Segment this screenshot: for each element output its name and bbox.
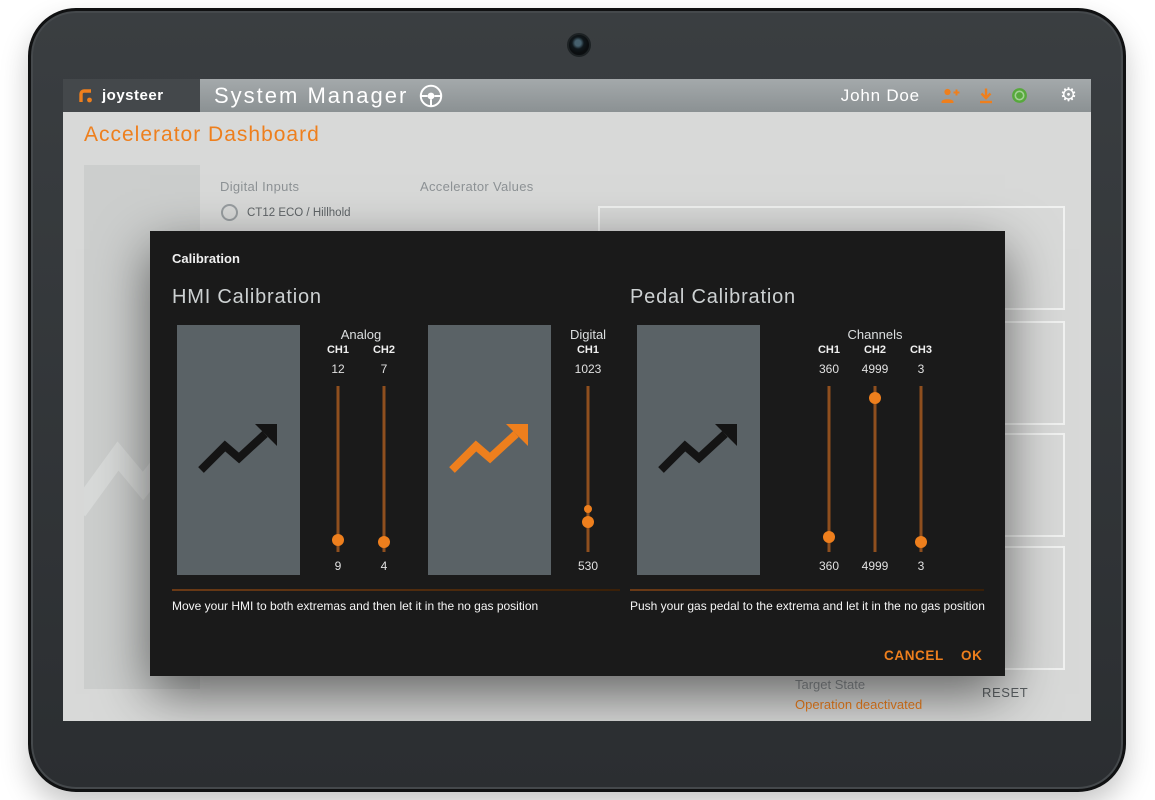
digital-inputs-label: Digital Inputs xyxy=(220,179,300,194)
digital-slider-group: Digital CH1 1023 530 xyxy=(565,327,611,573)
channel-name: CH2 xyxy=(863,344,886,356)
vertical-slider[interactable] xyxy=(361,386,407,552)
hmi-analog-panel xyxy=(177,325,300,575)
slider-track xyxy=(919,386,923,552)
digital-label: Digital xyxy=(569,327,607,342)
accelerator-values-label: Accelerator Values xyxy=(420,179,534,194)
reset-button[interactable]: RESET xyxy=(982,685,1029,700)
target-state-value: Operation deactivated xyxy=(795,697,923,712)
slider-dot xyxy=(584,504,592,513)
hmi-calibration-title: HMI Calibration xyxy=(172,286,322,308)
channel-min-value: 4999 xyxy=(861,559,889,573)
channel-name: CH2 xyxy=(372,344,395,356)
slider-handle[interactable] xyxy=(378,536,390,549)
hmi-section-divider xyxy=(172,589,620,591)
slider-track xyxy=(586,386,590,552)
analog-label: Analog xyxy=(340,327,382,342)
slider-handle[interactable] xyxy=(915,536,927,549)
gear-icon[interactable]: ⚙ xyxy=(1059,85,1077,106)
trend-up-icon xyxy=(448,424,528,473)
slider-track xyxy=(382,386,386,552)
pedal-ch3-column: CH3 3 3 xyxy=(898,343,944,573)
vertical-slider[interactable] xyxy=(806,386,852,552)
slider-track xyxy=(336,386,340,552)
channel-max-value: 12 xyxy=(331,362,345,376)
pedal-ch2-column: CH2 4999 4999 xyxy=(852,343,898,573)
digital-ch1-column: CH1 1023 530 xyxy=(565,343,611,573)
channel-min-value: 3 xyxy=(917,559,925,573)
vertical-slider[interactable] xyxy=(315,386,361,552)
download-icon[interactable] xyxy=(977,87,995,104)
channel-min-value: 9 xyxy=(334,559,342,573)
analog-ch1-column: CH1 12 9 xyxy=(315,343,361,573)
channel-name: CH1 xyxy=(326,344,349,356)
brand-area[interactable]: joysteer xyxy=(63,79,200,112)
analog-ch2-column: CH2 7 4 xyxy=(361,343,407,573)
channel-max-value: 1023 xyxy=(574,362,602,376)
joysteer-logo-icon xyxy=(79,88,92,102)
pedal-panel xyxy=(637,325,760,575)
radio-icon[interactable] xyxy=(221,204,238,221)
steering-wheel-icon xyxy=(420,84,443,107)
slider-track xyxy=(827,386,831,552)
connection-status-icon[interactable] xyxy=(1011,87,1028,104)
tablet-screen: joysteer System Manager John Doe xyxy=(63,79,1091,721)
trend-up-icon xyxy=(657,424,737,473)
trend-up-icon xyxy=(197,424,277,473)
channel-max-value: 4999 xyxy=(861,362,889,376)
channel-max-value: 3 xyxy=(917,362,925,376)
channel-min-value: 4 xyxy=(380,559,388,573)
vertical-slider[interactable] xyxy=(565,386,611,552)
pedal-slider-group: Channels CH1 360 360 CH2 49 xyxy=(806,327,944,573)
ok-button[interactable]: OK xyxy=(961,648,983,663)
target-state-label: Target State xyxy=(795,677,866,692)
pedal-section-divider xyxy=(630,589,984,591)
user-name: John Doe xyxy=(840,85,920,105)
channel-max-value: 7 xyxy=(380,362,388,376)
channel-name: CH1 xyxy=(817,344,840,356)
person-add-icon[interactable] xyxy=(940,87,961,104)
channel-name: CH3 xyxy=(909,344,932,356)
channel-min-value: 530 xyxy=(577,559,599,573)
pedal-calibration-title: Pedal Calibration xyxy=(630,286,796,308)
app-title: System Manager xyxy=(214,82,409,108)
channel-max-value: 360 xyxy=(818,362,840,376)
hmi-digital-panel xyxy=(428,325,551,575)
slider-handle[interactable] xyxy=(823,531,835,544)
hmi-hint-text: Move your HMI to both extremas and then … xyxy=(172,599,539,613)
front-camera xyxy=(567,33,591,57)
channels-label: Channels xyxy=(847,327,903,342)
cancel-button[interactable]: CANCEL xyxy=(884,648,944,663)
radio-option-label: CT12 ECO / Hillhold xyxy=(247,206,351,219)
channel-name: CH1 xyxy=(576,344,599,356)
slider-handle[interactable] xyxy=(869,391,881,404)
target-state: Target State Operation deactivated xyxy=(795,677,922,712)
brand-name: joysteer xyxy=(102,87,164,104)
app-bar: joysteer System Manager John Doe xyxy=(63,79,1091,112)
slider-handle[interactable] xyxy=(332,534,344,547)
pedal-ch1-column: CH1 360 360 xyxy=(806,343,852,573)
tablet-bezel: joysteer System Manager John Doe xyxy=(28,8,1126,792)
pedal-hint-text: Push your gas pedal to the extrema and l… xyxy=(630,599,985,613)
calibration-dialog: Calibration HMI Calibration Pedal Calibr… xyxy=(150,231,1005,676)
dialog-title: Calibration xyxy=(172,251,240,266)
vertical-slider[interactable] xyxy=(898,386,944,552)
vertical-slider[interactable] xyxy=(852,386,898,552)
analog-slider-group: Analog CH1 12 9 CH2 7 xyxy=(315,327,407,573)
slider-handle[interactable] xyxy=(582,516,594,529)
channel-min-value: 360 xyxy=(818,559,840,573)
slider-track xyxy=(873,386,877,552)
radio-option-ct12[interactable]: CT12 ECO / Hillhold xyxy=(221,204,351,221)
page-title: Accelerator Dashboard xyxy=(84,123,320,146)
